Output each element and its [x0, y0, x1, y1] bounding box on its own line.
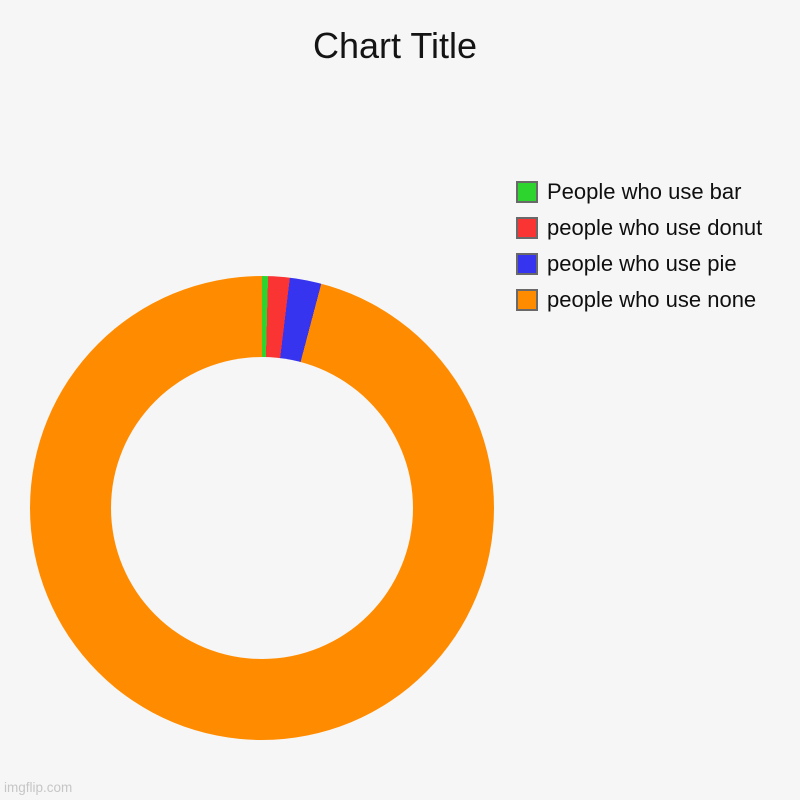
legend-label: people who use pie [547, 251, 737, 276]
legend-label: people who use none [547, 287, 757, 312]
legend-swatch [516, 217, 538, 239]
legend-swatch [516, 253, 538, 275]
legend-label: people who use donut [547, 215, 763, 240]
legend-item: people who use pie [516, 253, 762, 275]
legend-item: People who use bar [516, 181, 762, 203]
legend-swatch [516, 181, 538, 203]
legend: People who use bar people who use donut pe… [516, 181, 762, 325]
legend-swatch [516, 289, 538, 311]
donut-chart [30, 276, 494, 740]
legend-item: people who use none [516, 289, 762, 311]
legend-label: People who use bar [547, 179, 742, 204]
imgflip-watermark: imgflip.com [4, 780, 73, 795]
chart-title: Chart Title [312, 25, 478, 66]
donut-hole [111, 357, 413, 659]
legend-item: people who use donut [516, 217, 762, 239]
